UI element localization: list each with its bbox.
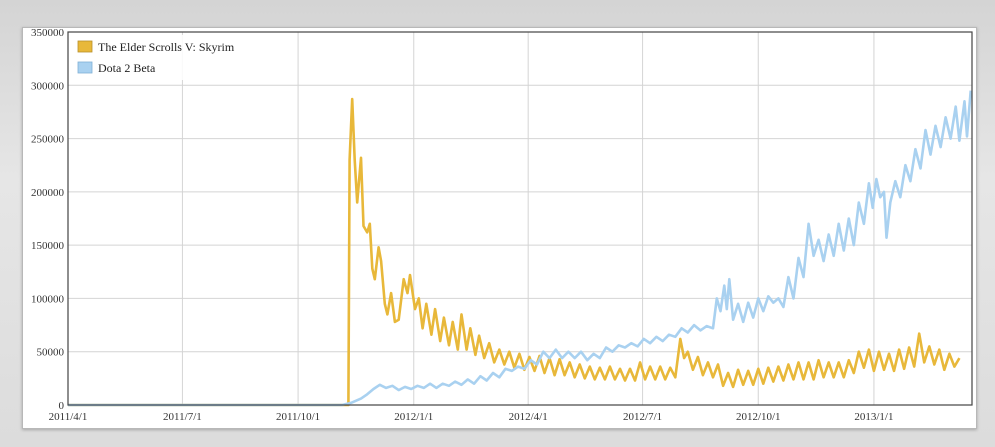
x-tick-label: 2011/4/1: [49, 411, 88, 423]
y-tick-label: 300000: [31, 80, 65, 92]
y-tick-label: 250000: [31, 134, 65, 146]
y-tick-label: 50000: [37, 347, 65, 359]
y-tick-label: 0: [59, 400, 65, 412]
y-tick-label: 150000: [31, 240, 65, 252]
legend-swatch-skyrim: [77, 40, 93, 53]
plot-border: [67, 31, 973, 406]
y-tick-label: 350000: [31, 28, 65, 39]
y-tick-label: 100000: [31, 293, 65, 305]
series-line-dota2: [68, 90, 972, 407]
x-tick-label: 2011/7/1: [163, 411, 202, 423]
x-tick-label: 2012/10/1: [736, 411, 781, 423]
series-lines: [68, 90, 972, 407]
x-tick-label: 2011/10/1: [276, 411, 320, 423]
x-tick-label: 2012/1/1: [394, 411, 433, 423]
line-chart: 0 50000 100000 150000 200000 250000 300000 3500…: [31, 28, 973, 423]
legend-background: [73, 35, 221, 80]
x-tick-label: 2012/7/1: [623, 411, 662, 423]
x-tick-label: 2012/4/1: [509, 411, 548, 423]
legend-swatch-dota2: [77, 61, 93, 74]
legend-label-skyrim: The Elder Scrolls V: Skyrim: [98, 40, 235, 54]
y-axis-tick-labels: 0 50000 100000 150000 200000 250000 300000 3500…: [31, 28, 65, 412]
x-axis-tick-labels: 2011/4/1 2011/7/1 2011/10/1 2012/1/1 2012/4/…: [49, 411, 894, 423]
legend-label-dota2: Dota 2 Beta: [98, 61, 156, 75]
y-tick-label: 200000: [31, 187, 65, 199]
series-line-skyrim: [68, 97, 961, 407]
legend: The Elder Scrolls V: Skyrim Dota 2 Beta: [73, 35, 235, 80]
chart-panel: 0 50000 100000 150000 200000 250000 300000 3500…: [22, 27, 977, 429]
x-tick-label: 2013/1/1: [854, 411, 893, 423]
grid-lines: [67, 31, 972, 406]
